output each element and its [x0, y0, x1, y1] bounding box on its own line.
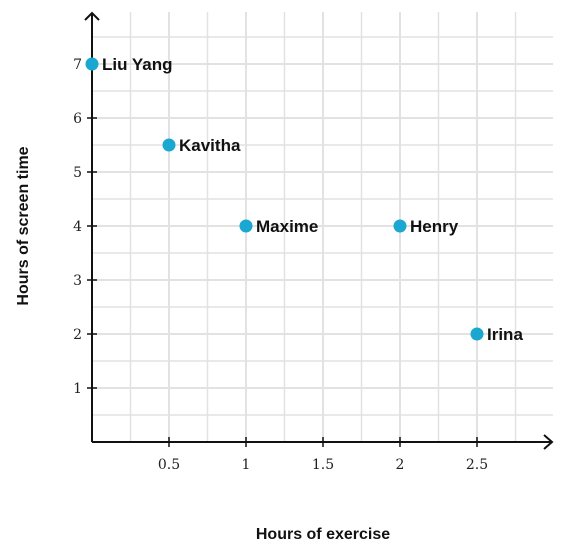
y-axis-arrow-icon — [84, 11, 100, 21]
x-axis-title: Hours of exercise — [256, 526, 390, 543]
point-label: Irina — [487, 325, 523, 344]
scatter-point-group: Henry — [393, 217, 459, 236]
scatter-point — [393, 219, 407, 233]
x-tick-label: 1 — [242, 457, 251, 473]
data-points: Liu Yang Kavitha Maxime Henry Irina — [85, 55, 523, 344]
x-tick-label: 1.5 — [312, 457, 334, 473]
y-tick-label: 1 — [73, 381, 82, 397]
tick-marks: 0.5 1 1.5 2 2.5 1 2 3 4 5 6 7 — [73, 57, 488, 473]
scatter-point-group: Irina — [470, 325, 523, 344]
scatter-point — [239, 219, 253, 233]
x-tick-label: 2 — [396, 457, 405, 473]
scatter-point — [85, 57, 99, 71]
x-tick-label: 0.5 — [158, 457, 180, 473]
scatter-point — [470, 327, 484, 341]
axes — [84, 11, 554, 450]
scatter-point-group: Kavitha — [162, 136, 241, 155]
scatter-point-group: Liu Yang — [85, 55, 173, 74]
y-tick-label: 2 — [73, 327, 82, 343]
y-tick-label: 7 — [73, 57, 82, 73]
x-axis-arrow-icon — [543, 434, 554, 450]
point-label: Kavitha — [179, 136, 241, 155]
grid — [92, 12, 553, 442]
point-label: Henry — [410, 217, 459, 236]
y-tick-label: 5 — [73, 165, 82, 181]
scatter-point — [162, 138, 176, 152]
scatter-point-group: Maxime — [239, 217, 318, 236]
y-axis-title: Hours of screen time — [15, 146, 32, 305]
y-tick-label: 6 — [73, 111, 82, 127]
x-tick-label: 2.5 — [466, 457, 488, 473]
y-tick-label: 3 — [73, 273, 82, 289]
y-tick-label: 4 — [73, 219, 82, 235]
point-label: Maxime — [256, 217, 318, 236]
point-label: Liu Yang — [102, 55, 173, 74]
